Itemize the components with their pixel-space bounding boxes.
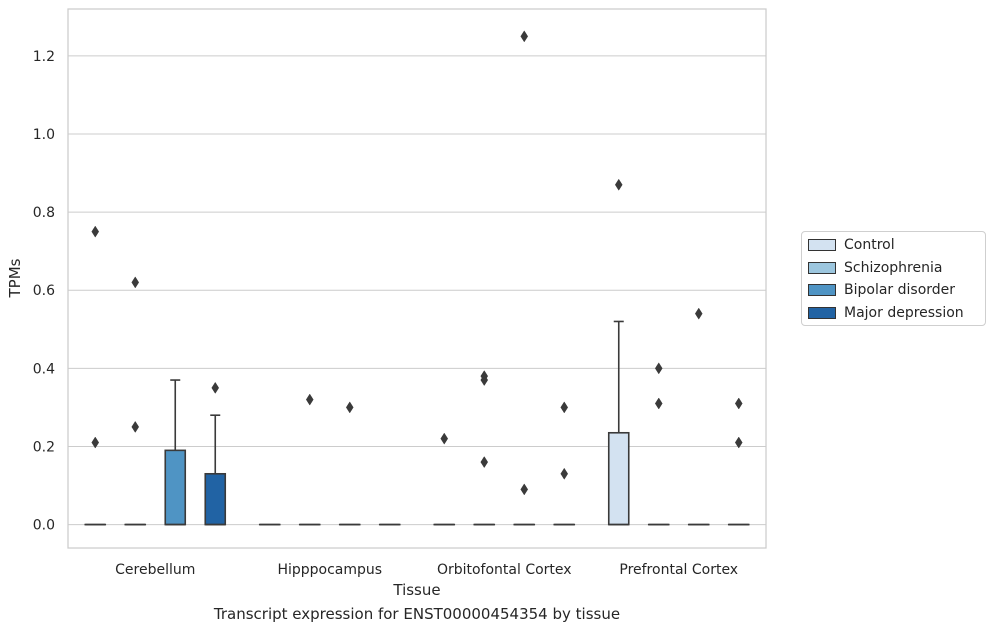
x-tick-label: Hipppocampus (277, 562, 382, 578)
legend-swatch-schizophrenia (808, 262, 836, 274)
outlier-point (91, 225, 100, 238)
outlier-point (480, 374, 489, 387)
legend-item-bipolar-disorder: Bipolar disorder (808, 280, 955, 300)
outlier-point (131, 276, 140, 289)
legend-swatch-major-depression (808, 307, 836, 319)
outlier-point (211, 381, 220, 394)
legend-label-control: Control (844, 237, 895, 253)
outlier-point (480, 456, 489, 469)
figure-caption: Transcript expression for ENST0000045435… (213, 605, 621, 623)
y-tick-label: 0.8 (33, 205, 55, 221)
y-tick-label: 0.4 (33, 361, 55, 377)
box-major-depression (204, 472, 227, 526)
box-group-bipolar-disorder (687, 307, 710, 526)
outlier-point (560, 401, 569, 414)
box-group-major-depression (727, 397, 750, 526)
outlier-point (614, 178, 623, 191)
legend-item-schizophrenia: Schizophrenia (808, 258, 942, 278)
outlier-point (734, 436, 743, 449)
box-group-bipolar-disorder (513, 30, 536, 526)
legend-label-schizophrenia: Schizophrenia (844, 260, 943, 276)
box-bipolar-disorder (164, 449, 187, 526)
legend-label-major-depression: Major depression (844, 305, 964, 321)
box-group-schizophrenia (298, 393, 321, 526)
gridlines (68, 55, 766, 526)
box-group-bipolar-disorder (338, 401, 361, 526)
y-tick-label: 1.2 (33, 49, 55, 65)
box-group-major-depression (553, 401, 576, 526)
y-tick-labels: 0.0 0.2 0.4 0.6 0.8 1.0 1.2 (33, 49, 55, 534)
box-group-major-depression (204, 381, 227, 526)
legend-item-major-depression: Major depression (808, 303, 964, 323)
y-tick-label: 0.2 (33, 439, 55, 455)
outlier-point (440, 432, 449, 445)
outlier-point (734, 397, 743, 410)
x-tick-label: Prefrontal Cortex (619, 562, 738, 578)
outlier-point (131, 420, 140, 433)
outlier-point (654, 362, 663, 375)
box-group-schizophrenia (647, 362, 670, 526)
legend-swatch-control (808, 239, 836, 251)
x-tick-label: Orbitofontal Cortex (437, 562, 572, 578)
box-group-bipolar-disorder (164, 379, 187, 526)
outlier-point (91, 436, 100, 449)
legend: Control Schizophrenia Bipolar disorder M… (801, 231, 986, 326)
box-group-control (433, 432, 456, 526)
box-group-schizophrenia (124, 276, 147, 526)
y-tick-label: 1.0 (33, 127, 55, 143)
outlier-point (654, 397, 663, 410)
box-group-schizophrenia (473, 370, 496, 526)
y-tick-label: 0.0 (33, 518, 55, 534)
outlier-point (520, 483, 529, 496)
y-tick-label: 0.6 (33, 283, 55, 299)
legend-swatch-bipolar-disorder (808, 284, 836, 296)
box-control (607, 431, 630, 526)
legend-item-control: Control (808, 235, 895, 255)
outlier-point (345, 401, 354, 414)
box-group-control (607, 178, 630, 526)
y-axis-title: TPMs (6, 258, 24, 298)
outlier-point (520, 30, 529, 43)
outlier-point (560, 467, 569, 480)
x-axis-title: Tissue (392, 581, 440, 599)
x-tick-label: Cerebellum (115, 562, 195, 578)
box-group-control (84, 225, 107, 526)
legend-label-bipolar-disorder: Bipolar disorder (844, 282, 956, 298)
outlier-point (305, 393, 314, 406)
box-marks (84, 30, 750, 526)
plot-area-frame (67, 8, 767, 549)
x-tick-labels: Cerebellum Hipppocampus Orbitofontal Corte… (115, 562, 738, 578)
outlier-point (694, 307, 703, 320)
